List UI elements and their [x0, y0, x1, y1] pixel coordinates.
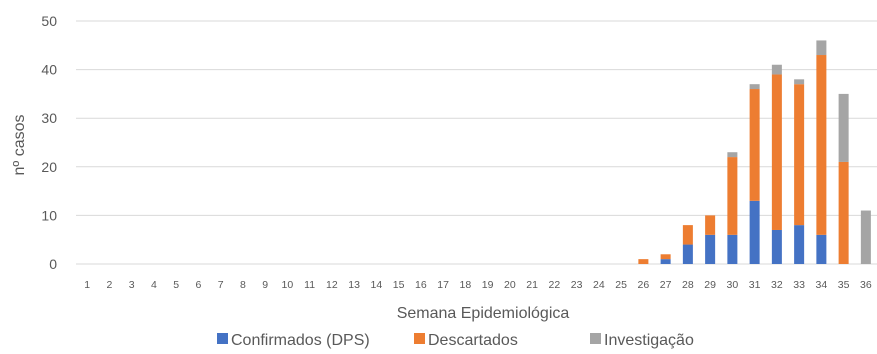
gridlines [76, 20, 877, 265]
y-axis-title: nº casos [11, 115, 28, 176]
x-tick-label: 31 [749, 279, 761, 291]
y-tick-label: 20 [41, 159, 57, 175]
legend-swatch [217, 333, 228, 344]
bar-segment-descartados [816, 55, 827, 235]
bar-segment-investiga-o [838, 93, 849, 162]
bar-segment-descartados [838, 161, 849, 264]
bar-segment-descartados [749, 89, 760, 201]
bar-segment-descartados [771, 74, 782, 230]
x-tick-label: 4 [151, 279, 157, 291]
x-tick-label: 23 [571, 279, 583, 291]
x-tick-label: 26 [638, 279, 650, 291]
legend-swatch [414, 333, 425, 344]
bar-segment-investiga-o [860, 210, 871, 264]
x-tick-label: 7 [218, 279, 224, 291]
bar-segment-descartados [638, 259, 649, 264]
x-tick-label: 1 [84, 279, 90, 291]
x-tick-label: 14 [371, 279, 383, 291]
bar-segment-investiga-o [816, 40, 827, 56]
bar-segment-confirmados-dps [794, 225, 805, 264]
x-tick-label: 33 [793, 279, 805, 291]
x-tick-label: 21 [526, 279, 538, 291]
legend-label: Confirmados (DPS) [231, 332, 370, 349]
bar-segment-investiga-o [727, 152, 738, 158]
x-tick-label: 20 [504, 279, 516, 291]
y-tick-label: 0 [49, 256, 57, 272]
legend: Confirmados (DPS) Descartados Investigação [217, 332, 694, 349]
y-tick-label: 30 [41, 110, 57, 126]
x-tick-label: 24 [593, 279, 605, 291]
bar-segment-confirmados-dps [816, 234, 827, 264]
bar-segment-descartados [705, 215, 716, 235]
bar-segment-descartados [660, 254, 671, 260]
bar-segment-investiga-o [794, 79, 805, 85]
x-tick-label: 15 [393, 279, 405, 291]
x-tick-label: 32 [771, 279, 783, 291]
x-tick-label: 22 [549, 279, 561, 291]
x-tick-label: 25 [615, 279, 627, 291]
x-tick-label: 13 [348, 279, 360, 291]
x-tick-label: 16 [415, 279, 427, 291]
legend-label: Investigação [604, 332, 694, 349]
x-tick-label: 10 [282, 279, 294, 291]
bar-segment-descartados [727, 157, 738, 235]
bar-segment-investiga-o [749, 84, 760, 90]
x-tick-label: 17 [437, 279, 449, 291]
x-tick-label: 35 [838, 279, 850, 291]
legend-swatch [590, 333, 601, 344]
x-tick-label: 18 [460, 279, 472, 291]
x-tick-label: 27 [660, 279, 672, 291]
bar-segment-confirmados-dps [660, 259, 671, 264]
bar-segment-confirmados-dps [682, 244, 693, 264]
bar-segment-confirmados-dps [727, 234, 738, 264]
y-tick-label: 50 [41, 13, 57, 29]
x-tick-label: 19 [482, 279, 494, 291]
x-tick-label: 9 [262, 279, 268, 291]
bar-segment-confirmados-dps [771, 229, 782, 264]
x-axis-title: Semana Epidemiológica [397, 305, 570, 322]
y-tick-label: 10 [41, 207, 57, 223]
x-tick-label: 6 [195, 279, 201, 291]
y-axis-ticks: 0 10 20 30 40 50 [41, 13, 57, 272]
legend-label: Descartados [428, 332, 518, 349]
y-tick-label: 40 [41, 62, 57, 78]
x-tick-label: 2 [106, 279, 112, 291]
x-tick-label: 11 [304, 279, 315, 291]
x-tick-label: 34 [816, 279, 828, 291]
bar-segment-descartados [794, 84, 805, 226]
bar-segment-confirmados-dps [749, 200, 760, 264]
bar-segment-investiga-o [771, 64, 782, 75]
bars [638, 40, 871, 264]
x-axis-ticks: 1 2 3 4 5 6 7 8 9 10 11 12 13 14 15 16 17 18 19 20 21 22 23 24 2… [84, 279, 872, 291]
x-tick-label: 30 [727, 279, 739, 291]
bar-segment-descartados [682, 225, 693, 245]
x-tick-label: 3 [129, 279, 135, 291]
x-tick-label: 5 [173, 279, 179, 291]
legend-item: Confirmados (DPS) [217, 332, 370, 349]
x-tick-label: 36 [860, 279, 872, 291]
bar-segment-confirmados-dps [705, 234, 716, 264]
legend-item: Descartados [414, 332, 518, 349]
x-tick-label: 8 [240, 279, 246, 291]
legend-item: Investigação [590, 332, 694, 349]
x-tick-label: 28 [682, 279, 694, 291]
x-tick-label: 29 [704, 279, 716, 291]
x-tick-label: 12 [326, 279, 338, 291]
